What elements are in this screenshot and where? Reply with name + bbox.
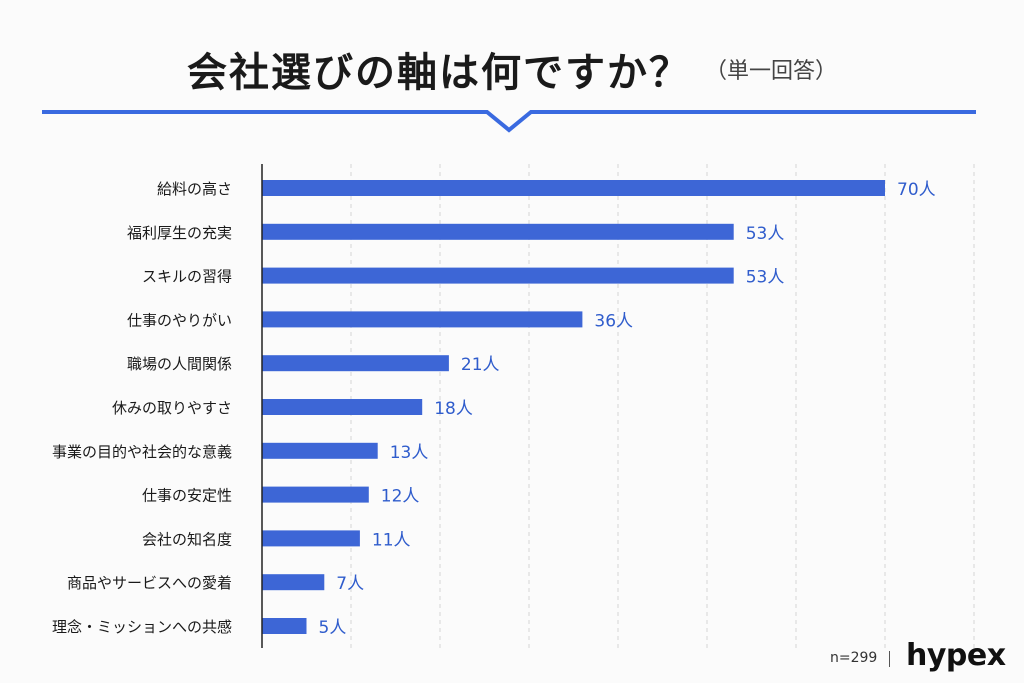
bar — [262, 180, 885, 196]
bar — [262, 355, 449, 372]
category-label: 仕事の安定性 — [142, 487, 232, 505]
value-label: 53人 — [746, 268, 785, 288]
value-label: 21人 — [461, 355, 500, 375]
footer-divider — [889, 651, 890, 667]
value-label: 70人 — [897, 180, 936, 200]
value-label: 13人 — [390, 443, 429, 463]
category-label: 理念・ミッションへの共感 — [52, 618, 232, 636]
category-label: 事業の目的や社会的な意義 — [52, 443, 232, 461]
bar — [262, 530, 360, 547]
category-label: 休みの取りやすさ — [112, 399, 232, 417]
value-label: 36人 — [594, 311, 633, 331]
title-area: 会社選びの軸は何ですか？ （単一回答） — [0, 40, 1024, 100]
category-label: 給料の高さ — [157, 180, 232, 198]
value-label: 5人 — [319, 618, 347, 638]
title-underline — [42, 110, 976, 133]
bar — [262, 486, 369, 503]
bar — [262, 311, 583, 328]
bar — [262, 223, 734, 240]
bar — [262, 618, 307, 634]
chart-subtitle: （単一回答） — [704, 59, 837, 84]
category-label: 会社の知名度 — [142, 530, 232, 548]
category-label: 商品やサービスへの愛着 — [67, 574, 232, 592]
value-label: 53人 — [746, 224, 785, 244]
category-label: スキルの習得 — [142, 268, 232, 286]
chart-title: 会社選びの軸は何ですか？ — [186, 50, 691, 96]
value-label: 11人 — [372, 530, 411, 550]
value-label: 18人 — [434, 399, 473, 419]
title-underline-line — [42, 110, 976, 133]
bar — [262, 399, 423, 415]
brand-logo: hypex — [906, 638, 1006, 673]
sample-size: n=299 — [830, 650, 878, 666]
gridlines — [350, 164, 975, 648]
bar — [262, 442, 378, 459]
value-label: 12人 — [381, 487, 420, 507]
category-label: 福利厚生の充実 — [127, 224, 232, 242]
value-label: 7人 — [336, 574, 364, 594]
bar — [262, 574, 325, 591]
bar — [262, 267, 734, 284]
category-label: 仕事のやりがい — [127, 311, 232, 329]
category-label: 職場の人間関係 — [127, 355, 232, 373]
